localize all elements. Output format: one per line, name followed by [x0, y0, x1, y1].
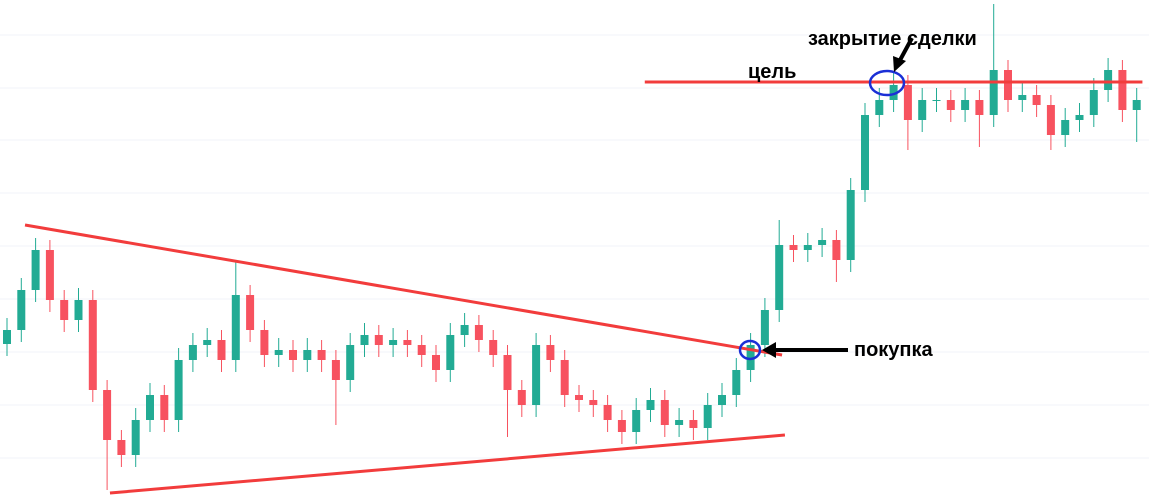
candle-body: [1046, 105, 1055, 135]
candle-body: [1132, 100, 1141, 110]
candle-body: [360, 335, 369, 345]
candle-body: [946, 100, 955, 110]
candle-body: [260, 330, 269, 355]
candle-body: [918, 100, 927, 120]
candle-body: [460, 325, 469, 335]
candle-body: [1018, 95, 1027, 100]
candle-body: [1075, 115, 1084, 120]
candle-body: [517, 390, 526, 405]
candle-body: [146, 395, 154, 420]
candle-body: [203, 340, 212, 345]
annotation: цель: [748, 61, 796, 83]
candle-body: [74, 300, 83, 320]
candle-body: [274, 350, 283, 355]
candle-body: [818, 240, 827, 245]
annotation: покупка: [854, 339, 934, 361]
background-grid: [0, 34, 1149, 459]
candle-body: [374, 335, 383, 345]
candle-body: [775, 245, 784, 310]
candle-body: [174, 360, 183, 420]
candle-body: [246, 295, 255, 330]
candle-body: [732, 370, 741, 395]
candle-body: [103, 390, 112, 440]
candle-body: [317, 350, 326, 360]
candle-body: [17, 290, 26, 330]
candle-body: [546, 345, 555, 360]
candle-body: [803, 245, 812, 250]
candle-body: [746, 345, 755, 370]
candle-body: [303, 350, 312, 360]
trend-line: [24, 223, 783, 357]
candle-body: [346, 345, 355, 380]
candle-body: [231, 295, 240, 360]
candle-body: [903, 85, 912, 120]
arrow-head: [893, 56, 906, 72]
candle-body: [160, 395, 169, 420]
candle-body: [832, 240, 841, 260]
highlight-circle: [868, 69, 906, 97]
candle-body: [846, 190, 855, 260]
candle-body: [760, 310, 769, 345]
candle-body: [217, 340, 226, 360]
candle-body: [1118, 70, 1127, 110]
candle-body: [432, 355, 440, 370]
candle-body: [446, 335, 455, 370]
candle-body: [1104, 70, 1113, 90]
candle-body: [560, 360, 569, 395]
candle-body: [1032, 95, 1041, 105]
candle-body: [417, 345, 426, 355]
annotation: закрытие сделки: [808, 28, 977, 50]
arrow: [897, 37, 914, 63]
candle-body: [1089, 90, 1098, 115]
candle-body: [961, 100, 970, 110]
candle-body: [875, 100, 884, 115]
candle-body: [603, 405, 612, 420]
candle-body: [3, 330, 11, 344]
candle-body: [131, 420, 140, 455]
candle-body: [660, 400, 669, 425]
trend-line: [109, 433, 786, 495]
candle-body: [45, 250, 54, 300]
arrow-head: [762, 342, 776, 358]
candle-body: [389, 340, 398, 345]
candle-body: [632, 410, 641, 432]
candle-body: [474, 325, 483, 340]
candle-body: [718, 395, 726, 405]
candle-body: [789, 245, 798, 250]
candle-body: [88, 300, 97, 390]
candle-body: [1061, 120, 1070, 135]
candle-body: [489, 340, 498, 355]
candle-body: [975, 100, 984, 115]
candle-body: [188, 345, 197, 360]
plot-area: [3, 4, 1143, 495]
candle-body: [989, 70, 998, 115]
candle-body: [861, 115, 869, 190]
candle-body: [31, 250, 40, 290]
candle-body: [589, 400, 598, 405]
highlight-circle: [738, 339, 762, 361]
candle-body: [703, 405, 712, 428]
candle-body: [689, 420, 698, 428]
candle-body: [503, 355, 512, 390]
candle-body: [889, 85, 898, 100]
candle-body: [646, 400, 655, 410]
candle-body: [932, 100, 941, 101]
candle-body: [532, 345, 541, 405]
candle-body: [1004, 70, 1012, 100]
candle-body: [575, 395, 583, 400]
candle-body: [60, 300, 69, 320]
candle-body: [617, 420, 626, 432]
candle-body: [331, 360, 340, 380]
candle-body: [117, 440, 126, 455]
candle-body: [289, 350, 297, 360]
candle-body: [675, 420, 684, 425]
candle-body: [403, 340, 412, 345]
